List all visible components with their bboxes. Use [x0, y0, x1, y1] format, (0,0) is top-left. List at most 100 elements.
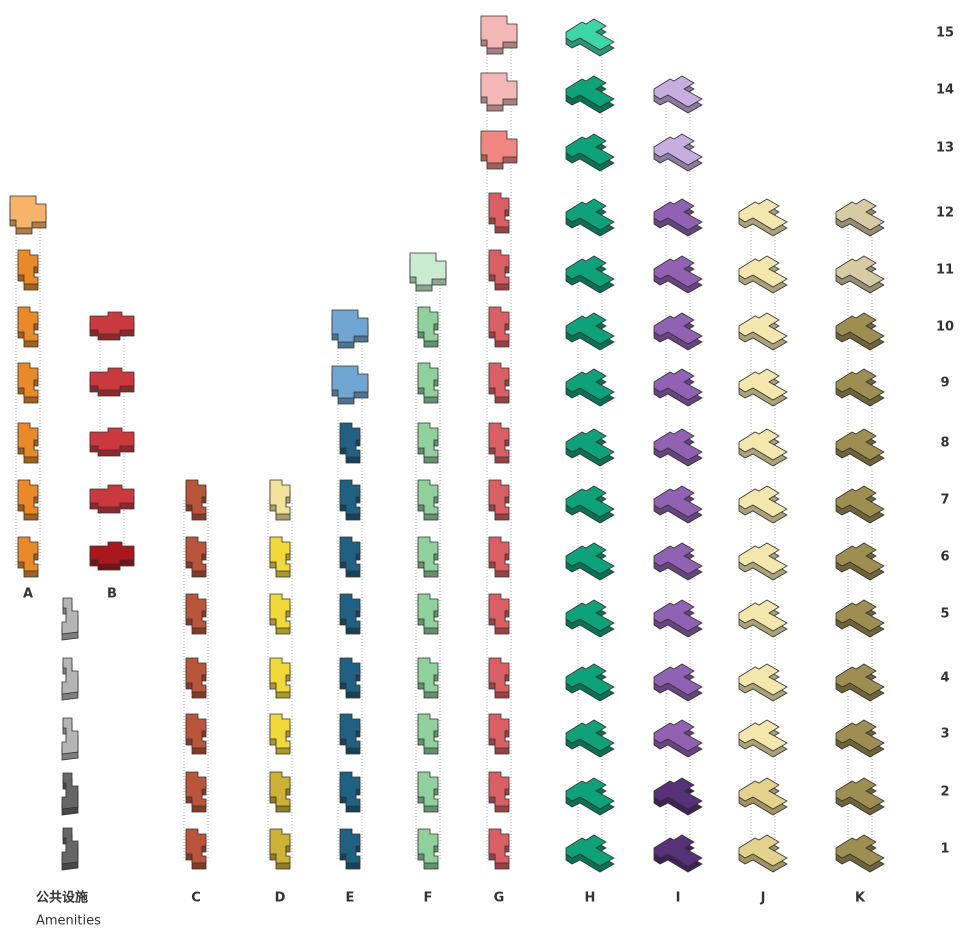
floor-plate — [269, 657, 291, 693]
floor-plate — [565, 198, 615, 231]
floor-plate — [89, 541, 135, 565]
column-label: F — [424, 891, 433, 906]
floor-plate — [835, 663, 885, 696]
floor-plate — [488, 713, 510, 749]
floor-plate — [835, 255, 885, 288]
floor-plate — [738, 599, 788, 632]
floor-plate — [185, 828, 207, 864]
floor-plate — [738, 542, 788, 575]
floor-label: 13 — [936, 141, 954, 156]
floor-plate — [738, 198, 788, 231]
floor-plate — [339, 536, 361, 572]
floor-plate — [565, 599, 615, 632]
floor-plate — [653, 133, 703, 166]
floor-label: 3 — [940, 727, 949, 742]
floor-plate — [417, 536, 439, 572]
column-label: H — [585, 891, 596, 906]
floor-plate — [17, 479, 39, 515]
floor-plate — [339, 828, 361, 864]
floor-plate — [417, 593, 439, 629]
floor-plate — [417, 828, 439, 864]
floor-plate — [417, 713, 439, 749]
floor-plate — [488, 422, 510, 458]
floor-plate — [331, 365, 369, 399]
floor-label: 14 — [936, 83, 954, 98]
floor-plate — [339, 422, 361, 458]
floor-plate — [835, 312, 885, 345]
floor-label: 7 — [940, 493, 949, 508]
floor-plate — [653, 255, 703, 288]
floor-plate — [738, 719, 788, 752]
floor-plate — [269, 479, 291, 515]
floor-plate — [488, 306, 510, 342]
floor-plate — [653, 777, 703, 810]
floor-plate — [738, 312, 788, 345]
floor-plate — [835, 485, 885, 518]
floor-plate — [565, 18, 615, 51]
floor-plate — [738, 485, 788, 518]
column-label: A — [23, 587, 33, 602]
floor-plate — [653, 428, 703, 461]
floor-plate — [61, 827, 79, 865]
column-label: C — [191, 891, 201, 906]
column-label: B — [107, 587, 117, 602]
floor-plate — [480, 130, 518, 164]
floor-plate — [480, 72, 518, 106]
floor-plate — [653, 663, 703, 696]
floor-plate — [269, 828, 291, 864]
floor-plate — [835, 777, 885, 810]
floor-plate — [417, 362, 439, 398]
floor-plate — [565, 312, 615, 345]
floor-plate — [185, 479, 207, 515]
floor-plate — [269, 593, 291, 629]
floor-plate — [565, 75, 615, 108]
floor-plate — [269, 713, 291, 749]
floor-plate — [738, 255, 788, 288]
floor-plate — [269, 536, 291, 572]
floor-plate — [417, 771, 439, 807]
floor-label: 2 — [940, 785, 949, 800]
floor-plate — [738, 834, 788, 867]
floor-label: 15 — [936, 26, 954, 41]
column-label: J — [760, 891, 766, 906]
floor-plate — [488, 771, 510, 807]
floor-plate — [835, 599, 885, 632]
floor-plate — [61, 597, 79, 635]
floor-plate — [89, 427, 135, 451]
column-label: E — [346, 891, 355, 906]
floor-plate — [738, 428, 788, 461]
floor-plate — [89, 484, 135, 508]
floor-plate — [17, 422, 39, 458]
floor-plate — [417, 422, 439, 458]
floor-plate — [488, 192, 510, 228]
floor-plate — [480, 15, 518, 49]
floor-plate — [488, 362, 510, 398]
floor-plate — [269, 771, 291, 807]
floor-plate — [835, 719, 885, 752]
floor-label: 1 — [940, 842, 949, 857]
floor-plate — [185, 657, 207, 693]
floor-plate — [61, 772, 79, 810]
amenities-title: 公共设施 — [36, 890, 88, 906]
floor-plate — [565, 255, 615, 288]
column-label: I — [676, 891, 681, 906]
floor-plate — [653, 198, 703, 231]
floor-plate — [488, 657, 510, 693]
floor-plate — [565, 133, 615, 166]
floor-plate — [417, 479, 439, 515]
floor-plate — [89, 311, 135, 335]
column-label: D — [275, 891, 286, 906]
floor-plate — [835, 428, 885, 461]
floor-plate — [185, 536, 207, 572]
floor-plate — [488, 536, 510, 572]
floor-plate — [738, 368, 788, 401]
floor-plate — [653, 834, 703, 867]
floor-plate — [417, 306, 439, 342]
floor-label: 6 — [940, 550, 949, 565]
floor-label: 11 — [936, 263, 954, 278]
floor-plate — [565, 777, 615, 810]
floor-plate — [185, 771, 207, 807]
floor-plate — [565, 542, 615, 575]
floor-plate — [488, 828, 510, 864]
